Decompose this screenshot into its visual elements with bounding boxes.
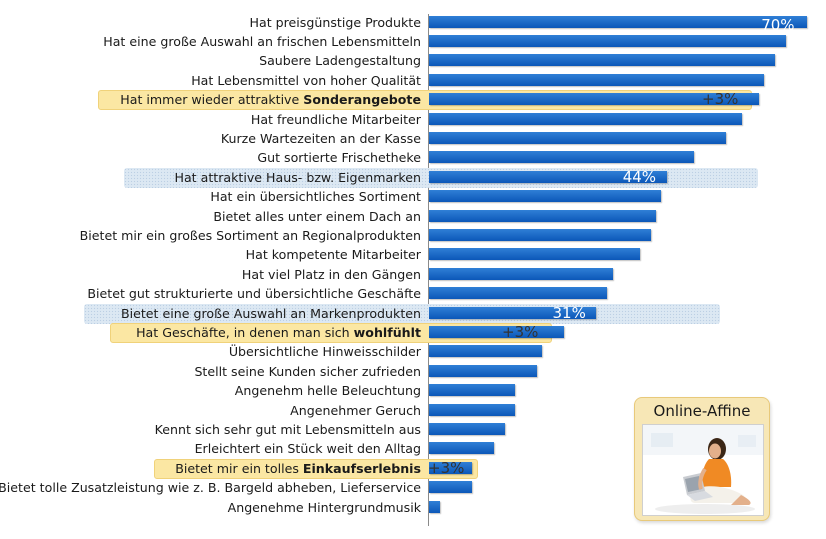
bar	[429, 422, 505, 435]
bar	[429, 112, 743, 125]
chart-row: Angenehmer Geruch	[0, 400, 826, 419]
woman-with-laptop-illustration	[643, 425, 763, 515]
category-label: Saubere Ladengestaltung	[259, 53, 421, 69]
bar	[429, 54, 775, 67]
category-label: Hat immer wieder attraktive Sonderangebo…	[120, 92, 421, 108]
chart-row: Kennt sich sehr gut mit Lebensmitteln au…	[0, 419, 826, 438]
category-label: Kennt sich sehr gut mit Lebensmitteln au…	[154, 421, 421, 437]
bar	[429, 481, 473, 494]
chart-row: Gut sortierte Frischetheke	[0, 147, 826, 166]
category-label: Bietet alles unter einem Dach an	[213, 208, 421, 224]
bar	[429, 500, 440, 513]
delta-label: +3%	[502, 322, 539, 341]
bar	[429, 131, 727, 144]
bar	[429, 364, 538, 377]
chart-row: Hat immer wieder attraktive Sonderangebo…	[0, 89, 826, 111]
category-label: Hat attraktive Haus- bzw. Eigenmarken	[174, 169, 422, 185]
bar	[429, 461, 473, 474]
category-label: Bietet eine große Auswahl an Markenprodu…	[120, 305, 421, 321]
chart-row: Angenehme Hintergrundmusik	[0, 497, 826, 516]
bar	[429, 15, 808, 28]
chart-row: Hat attraktive Haus- bzw. Eigenmarken 44%	[0, 167, 826, 188]
category-label: Hat preisgünstige Produkte	[249, 14, 421, 30]
bar	[429, 384, 516, 397]
axis-line	[428, 14, 429, 526]
bar	[429, 345, 543, 358]
category-label: Hat kompetente Mitarbeiter	[245, 247, 421, 263]
online-affine-box: Online-Affine	[634, 397, 770, 521]
bar	[429, 170, 667, 183]
data-label: 31%	[552, 303, 586, 322]
delta-label: +3%	[428, 458, 465, 477]
chart-row: Stellt seine Kunden sicher zufrieden	[0, 361, 826, 380]
bar	[429, 325, 565, 338]
data-label: 44%	[622, 167, 657, 186]
category-label: Angenehme Hintergrundmusik	[227, 499, 421, 515]
category-label: Gut sortierte Frischetheke	[257, 150, 421, 166]
chart-row: Hat Lebensmittel von hoher Qualität	[0, 70, 826, 89]
category-label: Hat freundliche Mitarbeiter	[250, 111, 421, 127]
chart-row: Bietet tolle Zusatzleistung wie z. B. Ba…	[0, 477, 826, 496]
bar	[429, 287, 608, 300]
bar	[429, 209, 656, 222]
category-label: Hat ein übersichtliches Sortiment	[210, 189, 421, 205]
bar	[429, 190, 662, 203]
chart-row: Übersichtliche Hinweisschilder	[0, 341, 826, 360]
highlight-band	[154, 458, 478, 479]
bar	[429, 228, 651, 241]
bar	[429, 306, 597, 319]
category-label: Stellt seine Kunden sicher zufrieden	[194, 363, 421, 379]
online-affine-title: Online-Affine	[653, 402, 751, 420]
chart-row: Hat eine große Auswahl an frischen Leben…	[0, 31, 826, 50]
bar	[429, 73, 764, 86]
chart-row: Bietet eine große Auswahl an Markenprodu…	[0, 303, 826, 324]
bar	[429, 442, 494, 455]
category-label: Bietet mir ein tolles Einkaufserlebnis	[175, 460, 421, 476]
chart-row: Hat freundliche Mitarbeiter	[0, 109, 826, 128]
bar	[429, 93, 759, 106]
chart-row: Bietet mir ein tolles Einkaufserlebnis +3…	[0, 458, 826, 479]
category-label: Kurze Wartezeiten an der Kasse	[220, 130, 421, 146]
chart-row: Bietet mir ein großes Sortiment an Regio…	[0, 225, 826, 244]
woman-with-laptop-icon	[642, 424, 764, 516]
bar	[429, 151, 694, 164]
chart-row: Hat preisgünstige Produkte 70%	[0, 12, 826, 34]
chart-row: Angenehm helle Beleuchtung	[0, 380, 826, 399]
chart-row: Hat viel Platz in den Gängen	[0, 264, 826, 283]
data-label: 70%	[761, 15, 795, 34]
chart-row: Bietet alles unter einem Dach an	[0, 206, 826, 225]
chart-row: Kurze Wartezeiten an der Kasse	[0, 128, 826, 147]
category-label: Hat eine große Auswahl an frischen Leben…	[103, 33, 421, 49]
bar	[429, 403, 516, 416]
bar	[429, 34, 786, 47]
category-label: Erleichtert ein Stück weit den Alltag	[194, 441, 421, 457]
chart-row: Bietet gut strukturierte und übersichtli…	[0, 283, 826, 302]
category-label: Bietet tolle Zusatzleistung wie z. B. Ba…	[0, 480, 421, 496]
category-label: Übersichtliche Hinweisschilder	[228, 344, 421, 360]
chart-row: Erleichtert ein Stück weit den Alltag	[0, 438, 826, 457]
category-label: Hat viel Platz in den Gängen	[241, 266, 421, 282]
chart-row: Saubere Ladengestaltung	[0, 50, 826, 69]
chart-row: Hat kompetente Mitarbeiter	[0, 244, 826, 263]
category-label: Bietet gut strukturierte und übersichtli…	[87, 286, 421, 302]
category-label: Angenehm helle Beleuchtung	[234, 383, 421, 399]
delta-label: +3%	[702, 90, 739, 109]
chart-row: Hat ein übersichtliches Sortiment	[0, 186, 826, 205]
chart-row: Hat Geschäfte, in denen man sich wohlfüh…	[0, 322, 826, 343]
bar	[429, 248, 640, 261]
category-label: Hat Lebensmittel von hoher Qualität	[191, 72, 421, 88]
category-label: Hat Geschäfte, in denen man sich wohlfüh…	[136, 324, 421, 340]
category-label: Angenehmer Geruch	[290, 402, 421, 418]
bar	[429, 267, 613, 280]
category-label: Bietet mir ein großes Sortiment an Regio…	[79, 227, 421, 243]
